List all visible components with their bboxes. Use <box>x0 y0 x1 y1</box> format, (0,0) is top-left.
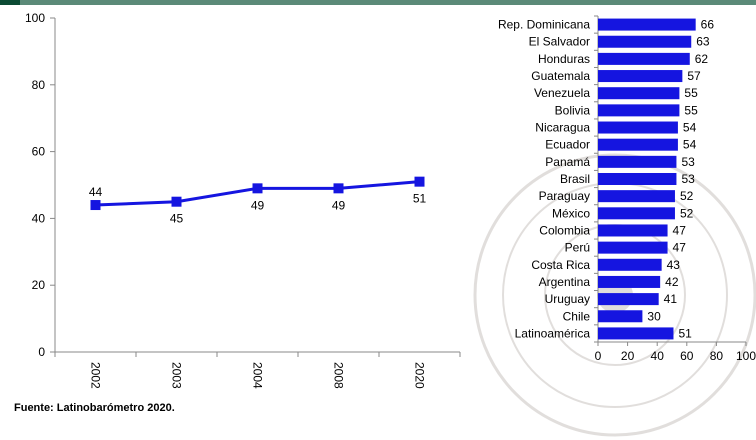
bar <box>598 224 668 237</box>
data-point <box>171 196 182 207</box>
line-chart: 0 20 40 60 80 100 2002 2003 2004 2008 2020 44 45 49 49… <box>25 11 461 389</box>
header-bar-accent <box>0 0 20 5</box>
data-point <box>90 200 101 211</box>
category-label: Chile <box>563 309 591 323</box>
bar <box>598 207 675 220</box>
source-note: Fuente: Latinobarómetro 2020. <box>14 402 175 414</box>
category-label: Argentina <box>539 275 591 289</box>
bar <box>598 52 690 65</box>
chart-area: 0 20 40 60 80 100 2002 2003 2004 2008 2020 44 45 49 49… <box>25 11 756 389</box>
data-label: 49 <box>332 198 346 212</box>
category-label: Paraguay <box>539 189 590 203</box>
bar <box>598 18 696 31</box>
category-label: Venezuela <box>534 86 590 100</box>
y-tick-label: 100 <box>25 11 45 25</box>
y-tick-label: 60 <box>32 145 46 159</box>
x-tick-label: 2008 <box>332 362 346 389</box>
category-label: Guatemala <box>531 69 590 83</box>
bar <box>598 190 675 203</box>
bar <box>598 327 674 340</box>
data-label: 42 <box>665 275 679 289</box>
data-label: 49 <box>251 198 265 212</box>
bar <box>598 155 677 168</box>
category-label: Honduras <box>538 52 590 66</box>
data-label: 55 <box>684 86 698 100</box>
category-label: Bolivia <box>555 103 591 117</box>
header-bar <box>20 0 756 5</box>
bar <box>598 310 643 323</box>
data-label: 52 <box>680 206 694 220</box>
bar <box>598 293 659 306</box>
x-tick-label: 0 <box>595 349 602 363</box>
category-label: Uruguay <box>545 292 590 306</box>
data-label: 47 <box>673 241 687 255</box>
data-label: 62 <box>695 52 709 66</box>
data-label: 30 <box>647 309 661 323</box>
category-label: Latinoamérica <box>515 326 591 340</box>
category-label: Perú <box>565 241 590 255</box>
bar <box>598 121 678 134</box>
data-label: 47 <box>673 223 687 237</box>
bar <box>598 70 683 83</box>
data-label: 53 <box>681 155 695 169</box>
bar <box>598 258 662 271</box>
data-label: 53 <box>681 172 695 186</box>
data-point <box>333 183 344 194</box>
data-label: 54 <box>683 121 697 135</box>
x-tick-label: 80 <box>710 349 724 363</box>
data-label: 54 <box>683 138 697 152</box>
x-tick-label: 20 <box>621 349 635 363</box>
y-tick-label: 0 <box>38 345 45 359</box>
category-label: Brasil <box>560 172 590 186</box>
data-label: 57 <box>687 69 701 83</box>
bar <box>598 35 692 48</box>
bar <box>598 172 677 186</box>
data-label: 44 <box>89 185 103 199</box>
data-label: 45 <box>170 212 184 226</box>
x-tick-label: 2020 <box>413 362 427 389</box>
x-tick-label: 100 <box>736 349 756 363</box>
bar-chart: 0 20 40 60 80 100 Rep. Dominicana 66 El Salvador… <box>498 15 756 363</box>
x-tick-label: 2004 <box>251 362 265 389</box>
data-point <box>252 183 263 194</box>
bar <box>598 138 678 151</box>
y-tick-label: 40 <box>32 211 46 225</box>
data-label: 52 <box>680 189 694 203</box>
category-label: El Salvador <box>529 35 590 49</box>
data-label: 66 <box>701 18 715 32</box>
category-label: Nicaragua <box>535 121 590 135</box>
category-label: Colombia <box>539 223 590 237</box>
x-tick-label: 2003 <box>170 362 184 389</box>
x-tick-label: 60 <box>680 349 694 363</box>
y-tick-label: 80 <box>32 78 46 92</box>
x-tick-label: 2002 <box>89 362 103 389</box>
data-label: 51 <box>413 192 427 206</box>
category-label: Costa Rica <box>531 258 590 272</box>
data-label: 43 <box>667 258 681 272</box>
x-tick-label: 40 <box>651 349 665 363</box>
category-label: Panamá <box>545 155 590 169</box>
y-tick-label: 20 <box>32 278 46 292</box>
category-label: México <box>552 206 590 220</box>
bar <box>598 87 680 100</box>
bar <box>598 241 668 254</box>
bar <box>598 275 661 288</box>
data-label: 55 <box>684 103 698 117</box>
category-label: Rep. Dominicana <box>498 18 590 32</box>
data-label: 51 <box>678 326 692 340</box>
bar <box>598 104 680 117</box>
data-label: 41 <box>664 292 678 306</box>
data-point <box>414 176 425 187</box>
data-label: 63 <box>696 35 710 49</box>
category-label: Ecuador <box>545 138 590 152</box>
